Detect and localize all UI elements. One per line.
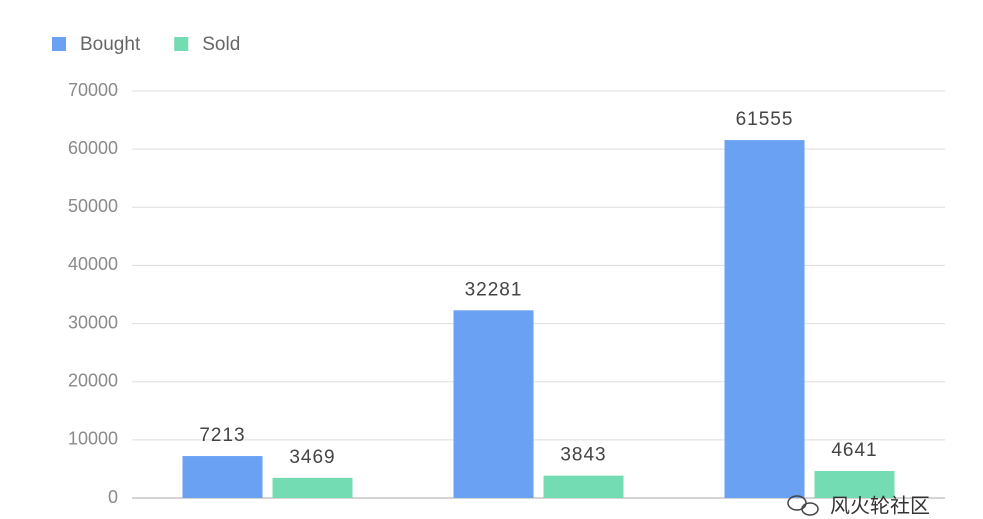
value-label: 3843 bbox=[560, 445, 606, 466]
y-tick-label: 30000 bbox=[68, 312, 118, 332]
value-label: 4641 bbox=[831, 440, 877, 461]
legend-swatch bbox=[174, 37, 189, 51]
value-label: 32281 bbox=[465, 279, 523, 300]
watermark-icon bbox=[787, 495, 819, 516]
bar bbox=[272, 477, 353, 498]
bar bbox=[814, 471, 895, 498]
bar bbox=[453, 310, 534, 498]
legend-swatch bbox=[52, 37, 66, 51]
value-label: 3469 bbox=[289, 447, 335, 468]
watermark: 风火轮社区 bbox=[830, 494, 930, 518]
bar bbox=[724, 140, 805, 499]
legend-label: Sold bbox=[202, 34, 240, 55]
y-tick-label: 20000 bbox=[68, 370, 118, 390]
value-label: 7213 bbox=[199, 425, 245, 446]
y-tick-label: 50000 bbox=[68, 196, 118, 216]
legend-label: Bought bbox=[80, 34, 141, 55]
y-tick-label: 70000 bbox=[68, 80, 118, 100]
bar bbox=[182, 456, 263, 498]
bar bbox=[543, 475, 624, 498]
y-tick-label: 10000 bbox=[68, 429, 118, 449]
y-tick-label: 40000 bbox=[68, 254, 118, 274]
y-tick-label: 0 bbox=[108, 487, 118, 507]
value-label: 61555 bbox=[736, 109, 794, 130]
y-tick-label: 60000 bbox=[68, 138, 118, 158]
